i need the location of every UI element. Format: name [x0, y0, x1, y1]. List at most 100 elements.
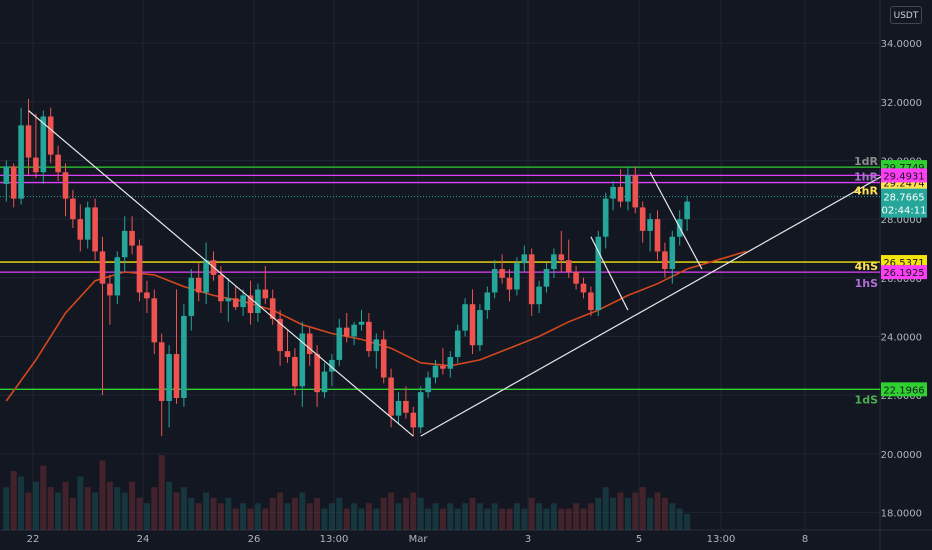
volume-bar [484, 508, 491, 530]
candle-body [454, 330, 461, 357]
volume-bar [558, 508, 565, 530]
volume-bar [676, 508, 683, 530]
volume-bar [328, 503, 335, 530]
candle-body [18, 125, 24, 199]
candle-body [292, 356, 298, 387]
volume-bar [417, 497, 424, 530]
candle-body [195, 277, 202, 293]
volume-bar [380, 497, 387, 530]
y-tick-label: 22.0000 [881, 391, 922, 402]
candle-body [595, 236, 602, 311]
candle-body [136, 245, 143, 293]
volume-bar [624, 497, 631, 530]
candle-body [306, 333, 313, 355]
volume-bar [3, 487, 10, 530]
candle-body [410, 412, 417, 428]
candle-body [654, 219, 661, 252]
volume-bar [602, 487, 609, 530]
candle-body [203, 260, 209, 293]
candle-body [55, 154, 61, 173]
candle-body [491, 269, 498, 293]
time-axis[interactable]: 22 24 26 13:00 Mar 3 5 13:00 8 [27, 534, 809, 545]
candle-body [33, 157, 39, 173]
candle-body [573, 271, 579, 284]
x-tick-label: 8 [802, 534, 808, 545]
candle-body [255, 289, 261, 313]
volume-bar [595, 497, 602, 530]
y-tick-label: 32.0000 [881, 98, 922, 109]
volume-bar [388, 492, 395, 530]
candle-body [639, 207, 646, 231]
candle-body [610, 186, 616, 199]
volume-bar [395, 503, 402, 530]
x-tick-label: 5 [636, 534, 642, 545]
volume-bar [336, 497, 343, 530]
volume-bar [188, 497, 195, 530]
volume-bar [299, 492, 306, 530]
candle-body [70, 198, 76, 220]
volume-bar [587, 503, 594, 530]
trendline [590, 236, 629, 311]
candle-body [77, 219, 84, 240]
current-price-bg [881, 188, 927, 218]
candle-body [521, 254, 528, 264]
candle-body [373, 339, 380, 352]
candle-body [469, 304, 476, 346]
candle-body [99, 251, 106, 284]
candle-body [580, 283, 587, 293]
volume-bar [373, 508, 380, 530]
volume-bar [121, 492, 128, 530]
candle-body [432, 365, 439, 378]
volume-bar [62, 481, 69, 530]
y-tick-label: 26.0000 [881, 274, 922, 285]
current-price-countdown: 02:44:11 [882, 206, 927, 217]
candle-body [447, 356, 454, 369]
candle-body [314, 354, 320, 393]
candle-body [632, 175, 639, 208]
volume-bar [254, 503, 261, 530]
candle-body [528, 254, 535, 305]
volume-bar [47, 487, 54, 530]
volume-bar [365, 503, 372, 530]
volume-bar [513, 503, 520, 530]
volume-bar [462, 503, 469, 530]
volume-bar [18, 476, 25, 530]
candle-body [625, 175, 631, 202]
volume-bar [136, 497, 143, 530]
volume-bar [343, 508, 350, 530]
levels [0, 166, 880, 390]
price-axis[interactable]: 18.0000 20.0000 22.0000 24.0000 26.0000 28.00… [881, 39, 922, 519]
volume-bar [269, 497, 276, 530]
candle-body [121, 230, 128, 258]
volume-bar [402, 497, 409, 530]
volume-bar [432, 503, 439, 530]
price-tag-1hs: 26.1925 [881, 265, 927, 280]
x-tick-label: 22 [27, 534, 40, 545]
volume-bar [55, 492, 62, 530]
volume-bar [262, 508, 269, 530]
x-tick-label: 24 [137, 534, 150, 545]
candle-body [269, 298, 276, 319]
candle-body [499, 269, 505, 278]
level-label-4hr: 4hR [854, 185, 878, 198]
volume-bar [314, 497, 321, 530]
candle-body [166, 354, 172, 401]
candle-body [558, 254, 565, 261]
volume-bar [528, 497, 535, 530]
volume-bar [203, 492, 210, 530]
currency-label[interactable]: USDT [890, 6, 922, 24]
candle-body [173, 354, 180, 399]
trendlines [28, 110, 895, 437]
candle-body [84, 207, 91, 240]
volume-bar [180, 487, 187, 530]
volume-bar [425, 508, 432, 530]
price-tag-1hr: 29.4931 [881, 168, 927, 183]
volume-bar [639, 487, 646, 530]
candle-body [225, 298, 232, 302]
volume-bar [173, 492, 180, 530]
volume-bar [506, 508, 513, 530]
volume-bar [92, 492, 99, 530]
volume-bar [580, 508, 587, 530]
